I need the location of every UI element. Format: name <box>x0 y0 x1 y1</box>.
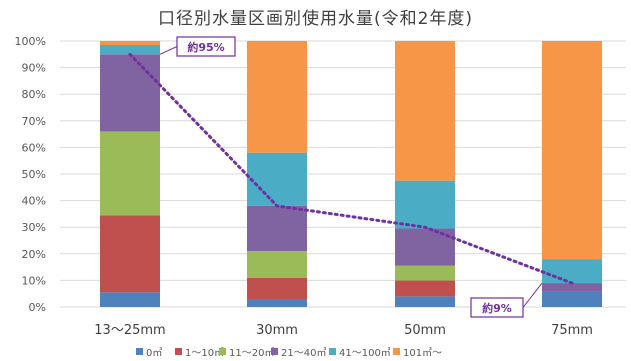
bar-segment <box>395 280 455 297</box>
bar-segment <box>100 44 160 55</box>
y-tick-label: 100% <box>15 35 46 48</box>
y-tick-label: 40% <box>22 195 46 208</box>
legend-label: 1～10㎥ <box>185 346 224 359</box>
bar-segment <box>247 299 307 307</box>
annotation-leader <box>522 282 543 308</box>
bar-segment <box>395 180 455 229</box>
x-category-label: 30mm <box>256 323 298 338</box>
legend-swatch <box>393 348 400 355</box>
x-axis-categories: 13～25mm 30mm 50mm 75mm <box>94 323 593 338</box>
bar-segment <box>542 283 602 292</box>
y-tick-label: 70% <box>22 115 46 128</box>
legend-label: 0㎥ <box>146 346 162 359</box>
annotation-label: 約9% <box>482 301 512 315</box>
y-axis-ticks: 0% 10% 20% 30% 40% 50% 60% 70% 80% 90% 100% <box>15 35 46 314</box>
y-tick-label: 80% <box>22 88 46 101</box>
bars <box>100 41 602 307</box>
y-tick-label: 90% <box>22 62 46 75</box>
trend-line <box>128 52 574 285</box>
legend-swatch <box>136 348 143 355</box>
bar-segment <box>100 54 160 132</box>
y-tick-label: 20% <box>22 248 46 261</box>
bar-segment <box>395 41 455 181</box>
annotation-leader <box>159 46 178 55</box>
y-tick-label: 50% <box>22 168 46 181</box>
annotation-box <box>470 297 524 318</box>
legend-swatch <box>175 348 182 355</box>
x-category-label: 13～25mm <box>94 323 165 338</box>
annotation-label: 約95% <box>187 40 224 54</box>
bar-segment <box>542 259 602 284</box>
bar-segment <box>395 265 455 281</box>
bar-segment <box>100 41 160 45</box>
legend-label: 21～40㎥ <box>281 346 326 359</box>
bar-segment <box>247 205 307 252</box>
bar-segment <box>100 131 160 216</box>
legend-swatch <box>219 348 226 355</box>
bar-segment <box>247 251 307 278</box>
x-category-label: 75mm <box>551 323 593 338</box>
bar-segment <box>100 215 160 293</box>
annotation-box <box>176 36 236 57</box>
trend-line-path <box>128 52 574 285</box>
annotations: 約95% 約9% <box>159 36 543 318</box>
bar-segment <box>395 228 455 266</box>
legend-label: 11～20㎥ <box>229 346 274 359</box>
y-tick-label: 60% <box>22 141 46 154</box>
x-category-label: 50mm <box>404 323 446 338</box>
bar-segment <box>542 41 602 260</box>
bar-segment <box>100 292 160 307</box>
y-tick-label: 10% <box>22 274 46 287</box>
legend: 0㎥ 1～10㎥ 11～20㎥ 21～40㎥ 41～100㎥ 101㎥～ <box>136 346 442 359</box>
bar-segment <box>247 41 307 153</box>
legend-swatch <box>329 348 336 355</box>
y-tick-label: 0% <box>29 301 46 314</box>
bar-segment <box>542 291 602 307</box>
bar-segment <box>247 152 307 206</box>
legend-swatch <box>271 348 278 355</box>
legend-label: 101㎥～ <box>403 346 442 359</box>
y-tick-label: 30% <box>22 221 46 234</box>
bar-segment <box>247 277 307 300</box>
legend-label: 41～100㎥ <box>339 346 391 359</box>
bar-segment <box>395 296 455 307</box>
chart-title: 口径別水量区画別使用水量(令和2年度) <box>157 9 474 29</box>
